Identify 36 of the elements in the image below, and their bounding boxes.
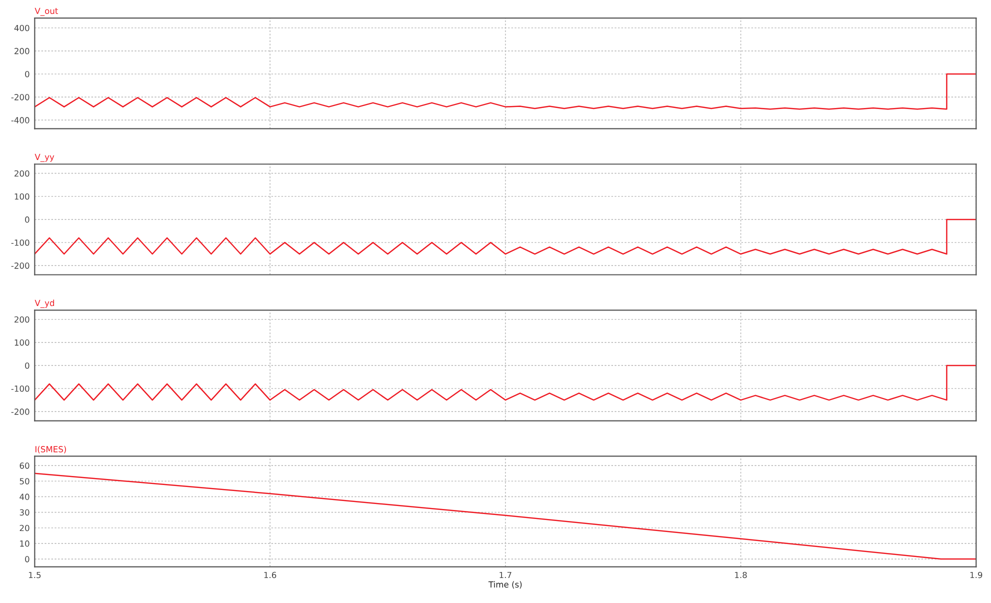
x-tick-label: 1.8	[735, 572, 747, 578]
y-tick-label: 200	[14, 316, 30, 323]
y-tick-label: -200	[11, 408, 30, 415]
line-series	[34, 73, 976, 110]
y-tick-label: 400	[14, 24, 30, 32]
y-tick-label: 0	[25, 556, 30, 562]
y-tick-label: -100	[11, 239, 30, 246]
y-tick-label: 30	[20, 509, 30, 516]
x-tick-label: 1.5	[28, 572, 41, 578]
y-tick-label: 200	[14, 48, 30, 54]
y-tick-label: 50	[20, 478, 30, 484]
y-tick-label: -200	[11, 94, 30, 100]
x-tick-label: 1.6	[264, 572, 276, 578]
y-tick-label: 0	[25, 70, 30, 78]
y-tick-label: 20	[20, 524, 30, 532]
y-tick-label: -100	[11, 386, 30, 392]
y-tick-label: 40	[20, 494, 30, 500]
x-tick-label: 1.9	[970, 572, 982, 578]
y-tick-label: -200	[11, 262, 30, 269]
y-tick-label: 0	[25, 216, 30, 223]
y-tick-label: -400	[11, 117, 30, 124]
chart-title: I(SMES)	[36, 446, 66, 454]
y-tick-label: 60	[20, 462, 30, 469]
line-series	[34, 218, 976, 255]
chart-title: V_yd	[34, 300, 54, 308]
line-series	[34, 472, 976, 560]
x-axis-title: Time (s)	[488, 581, 522, 589]
chart-title: V_out	[34, 8, 58, 16]
x-tick-label: 1.7	[500, 572, 512, 578]
y-tick-label: 10	[20, 540, 30, 547]
y-tick-label: 0	[25, 362, 30, 369]
chart-title: V_yy	[34, 154, 54, 162]
line-series	[34, 364, 976, 401]
y-tick-label: 100	[14, 339, 30, 346]
y-tick-label: 100	[14, 193, 30, 200]
y-tick-label: 200	[14, 170, 30, 177]
